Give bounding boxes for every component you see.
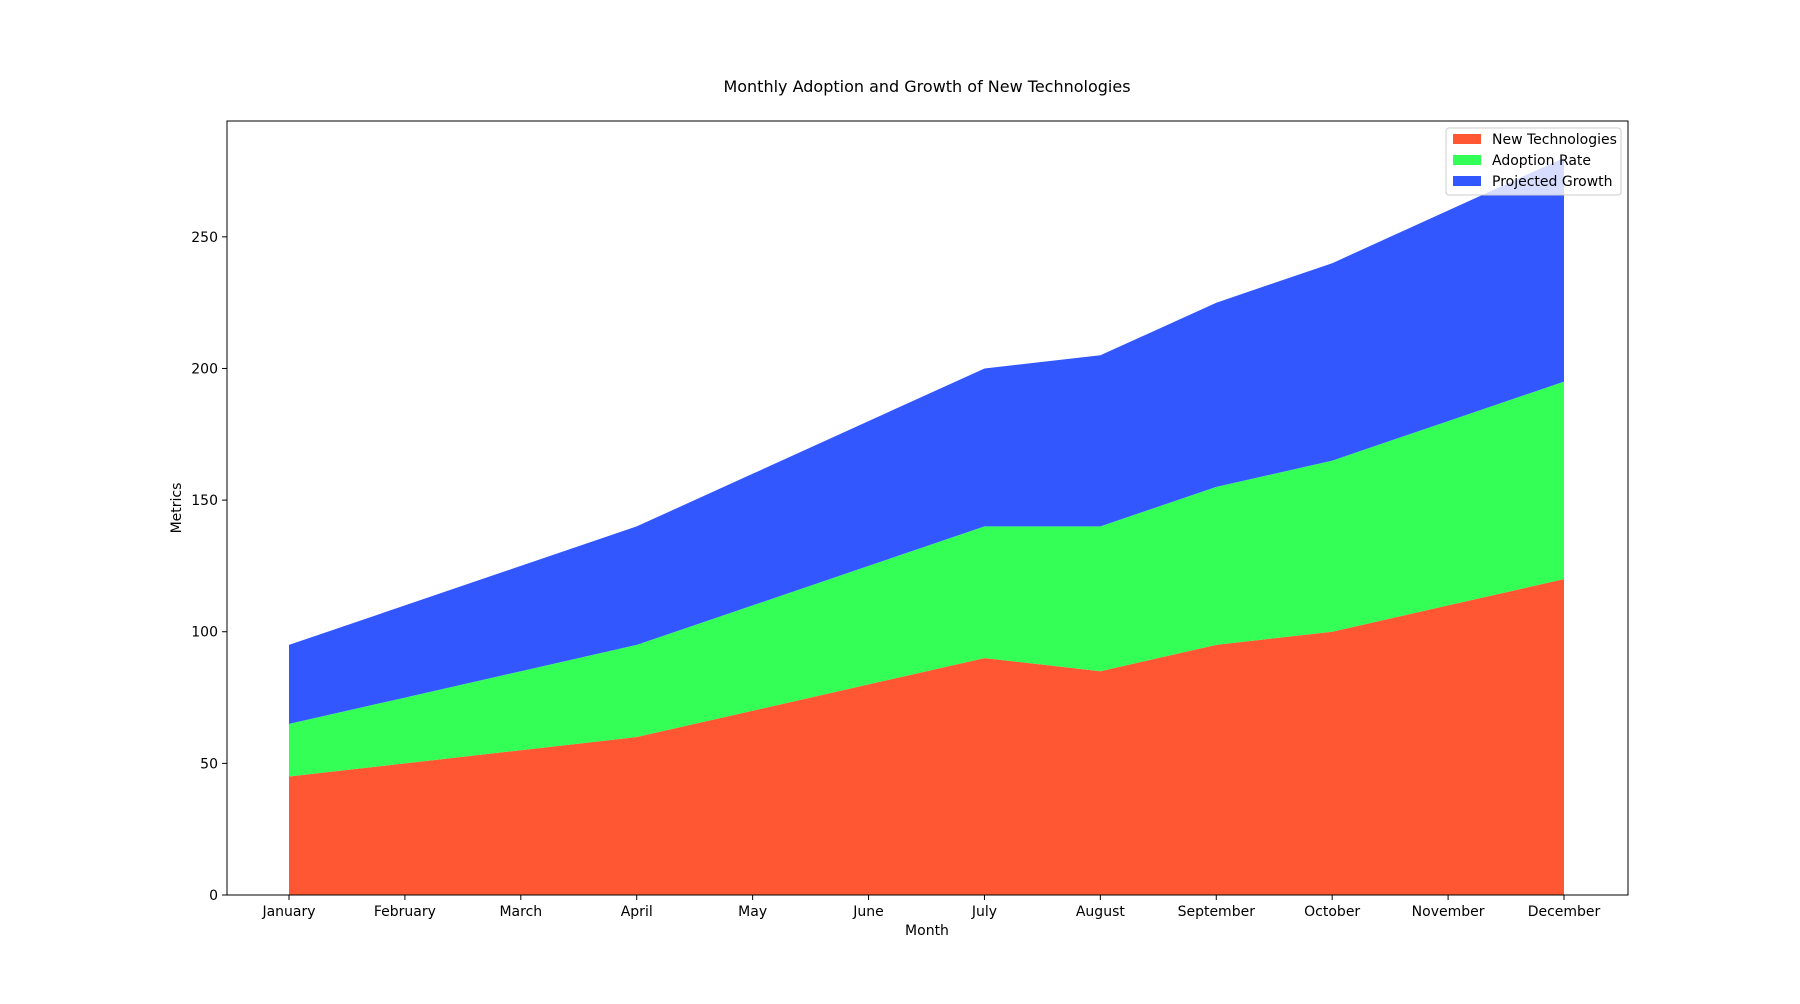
legend-swatch (1453, 155, 1481, 165)
chart-title: Monthly Adoption and Growth of New Techn… (723, 77, 1130, 96)
legend-label: New Technologies (1492, 132, 1617, 148)
x-tick-label: January (261, 904, 315, 920)
legend-box (1445, 127, 1622, 196)
legend-label: Adoption Rate (1492, 153, 1591, 169)
x-tick-label: October (1304, 904, 1360, 920)
x-axis-label: Month (905, 923, 949, 939)
y-tick-label: 250 (191, 230, 218, 246)
y-tick-label: 100 (191, 625, 218, 641)
y-axis-label: Metrics (169, 483, 185, 534)
x-tick-label: November (1412, 904, 1485, 920)
x-tick-label: December (1528, 904, 1601, 920)
legend-swatch (1453, 134, 1481, 144)
x-tick-label: February (374, 904, 436, 920)
legend: New Technologies Adoption Rate Projected G… (1445, 127, 1622, 196)
y-tick-label: 200 (191, 361, 218, 377)
area-series-2 (289, 381, 1564, 777)
y-tick-label: 150 (191, 493, 218, 509)
legend-swatch (1453, 176, 1481, 186)
x-tick-label: April (621, 904, 653, 920)
y-axis-ticks: 0 50 100 150 200 250 (191, 230, 227, 904)
x-tick-label: July (971, 904, 997, 920)
x-tick-label: May (738, 904, 767, 920)
area-series-3 (289, 157, 1564, 724)
plot-frame (226, 120, 1629, 896)
legend-label: Projected Growth (1492, 174, 1613, 190)
y-tick-label: 0 (209, 888, 218, 904)
area-series-1 (289, 579, 1564, 895)
x-tick-label: September (1178, 904, 1256, 920)
x-tick-label: June (852, 904, 884, 920)
x-axis-ticks: January February March April May June July Augu… (261, 895, 1601, 920)
y-tick-label: 50 (200, 756, 218, 772)
x-tick-label: August (1076, 904, 1126, 920)
area-layer (289, 157, 1564, 895)
x-tick-label: March (499, 904, 542, 920)
